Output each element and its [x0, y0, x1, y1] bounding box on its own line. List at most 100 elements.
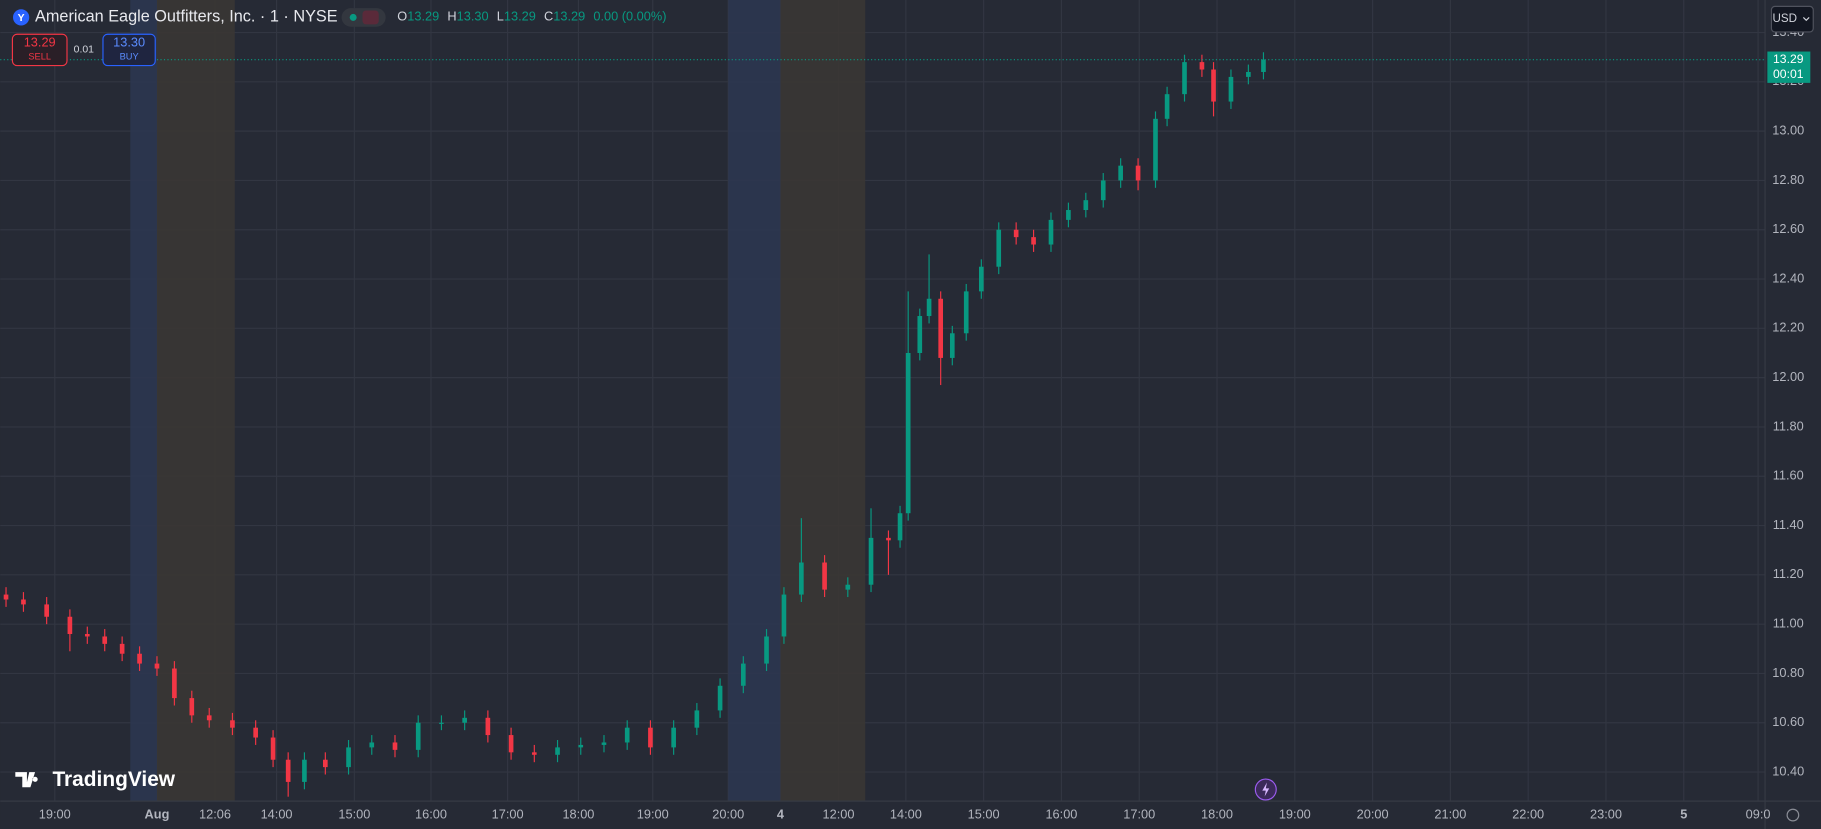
x-tick-label: 18:00 — [562, 806, 594, 821]
candle-body — [346, 747, 351, 768]
candle-body — [154, 663, 160, 669]
candle-body — [1246, 71, 1251, 77]
y-tick-label: 11.00 — [1773, 616, 1804, 631]
ohlc-legend: O13.29 H13.30 L13.29 C13.29 0.00 (0.00%) — [397, 9, 666, 24]
candle-body — [392, 742, 398, 750]
buy-label: BUY — [120, 51, 139, 61]
candle-body — [1135, 165, 1141, 181]
candle-body — [996, 229, 1002, 267]
candle-body — [323, 759, 328, 768]
currency-caret — [1802, 17, 1810, 22]
brand-logo[interactable] — [15, 772, 38, 788]
candle-body — [1182, 62, 1187, 95]
x-tick-label: 16:00 — [415, 806, 447, 821]
candle-body — [21, 599, 26, 605]
l-value: 13.29 — [504, 9, 536, 24]
x-tick-label: 18:00 — [1201, 806, 1233, 821]
x-tick-label: 19:00 — [39, 806, 71, 821]
symbol-icon[interactable] — [12, 9, 30, 26]
candle-body — [531, 752, 537, 755]
y-tick-label: 10.60 — [1772, 714, 1804, 729]
candle-body — [694, 710, 700, 728]
candle-body — [926, 298, 932, 317]
candle-body — [979, 266, 984, 292]
change: 0.00 (0.00%) — [593, 9, 666, 24]
candle-body — [740, 663, 746, 686]
candle-body — [799, 562, 804, 595]
o-value: 13.29 — [407, 9, 439, 24]
x-tick-label: 19:00 — [1279, 806, 1311, 821]
candle-body — [508, 735, 514, 753]
sell-button[interactable] — [11, 33, 68, 67]
y-tick-label: 12.00 — [1772, 369, 1804, 384]
candle-body — [253, 727, 258, 738]
postmarket-band — [780, 0, 866, 802]
candle-body — [189, 698, 195, 716]
y-tick-label: 12.80 — [1772, 172, 1804, 187]
candle-body — [439, 722, 444, 724]
candle-body — [67, 616, 73, 635]
x-tick-label: 22:00 — [1512, 806, 1544, 821]
alert-bolt — [1262, 782, 1270, 797]
y-tick-label: 12.20 — [1772, 320, 1804, 335]
x-tick-label: 16:00 — [1045, 806, 1077, 821]
buy-button[interactable] — [102, 33, 156, 67]
x-tick-label: Aug — [145, 806, 170, 821]
candle-body — [905, 352, 911, 514]
y-tick-label: 11.80 — [1773, 418, 1804, 433]
c-value: 13.29 — [553, 9, 585, 24]
symbol-title[interactable]: American Eagle Outfitters, Inc. · 1 · NY… — [35, 8, 338, 26]
x-tick-label: 12:06 — [199, 806, 231, 821]
candle-body — [886, 537, 891, 541]
spread: 0.01 — [74, 45, 95, 56]
candle-body — [206, 715, 212, 721]
candle-body — [1228, 76, 1234, 102]
candle-body — [119, 643, 125, 654]
x-tick-label: 12:00 — [823, 806, 855, 821]
x-tick-label: 20:00 — [712, 806, 744, 821]
x-tick-label: 20:00 — [1357, 806, 1389, 821]
l-label: L — [497, 9, 504, 24]
y-tick-label: 12.40 — [1772, 270, 1804, 285]
symbol-icon-glyph: Y — [18, 13, 25, 24]
countdown: 00:01 — [1773, 67, 1804, 81]
candle-body — [624, 727, 630, 743]
candle-body — [44, 604, 49, 617]
brand-name[interactable]: TradingView — [52, 768, 175, 791]
candle-body — [302, 759, 307, 782]
candle-body — [1153, 118, 1158, 181]
candle-body — [671, 727, 676, 748]
candle-body — [485, 717, 491, 736]
candle-body — [1066, 210, 1071, 220]
c-label: C — [544, 9, 553, 24]
candle-body — [1261, 59, 1266, 72]
candle-body — [1164, 94, 1170, 119]
y-tick-label: 11.40 — [1773, 517, 1804, 532]
candle-body — [462, 717, 467, 723]
candle-body — [230, 720, 235, 728]
candle-body — [1211, 69, 1216, 102]
candle-body — [1199, 62, 1205, 70]
y-tick-label: 13.00 — [1772, 123, 1804, 138]
candle-body — [1048, 219, 1054, 245]
candle-body — [917, 316, 923, 353]
o-label: O — [397, 9, 407, 24]
candle-body — [555, 747, 560, 755]
candle-body — [415, 722, 421, 750]
market-open-dot — [349, 13, 357, 21]
x-tick-label: 15:00 — [968, 806, 1000, 821]
h-label: H — [447, 9, 456, 24]
candle-body — [938, 298, 944, 358]
settings-icon[interactable] — [1786, 808, 1800, 822]
candle-body — [1100, 180, 1106, 201]
candle-body — [172, 668, 177, 699]
y-tick-label: 10.80 — [1772, 665, 1804, 680]
candle-body — [648, 727, 653, 748]
candle-body — [1013, 229, 1019, 238]
h-value: 13.30 — [457, 9, 489, 24]
candle-body — [822, 562, 827, 590]
currency-button[interactable] — [1770, 5, 1814, 33]
candle-body — [868, 537, 874, 585]
